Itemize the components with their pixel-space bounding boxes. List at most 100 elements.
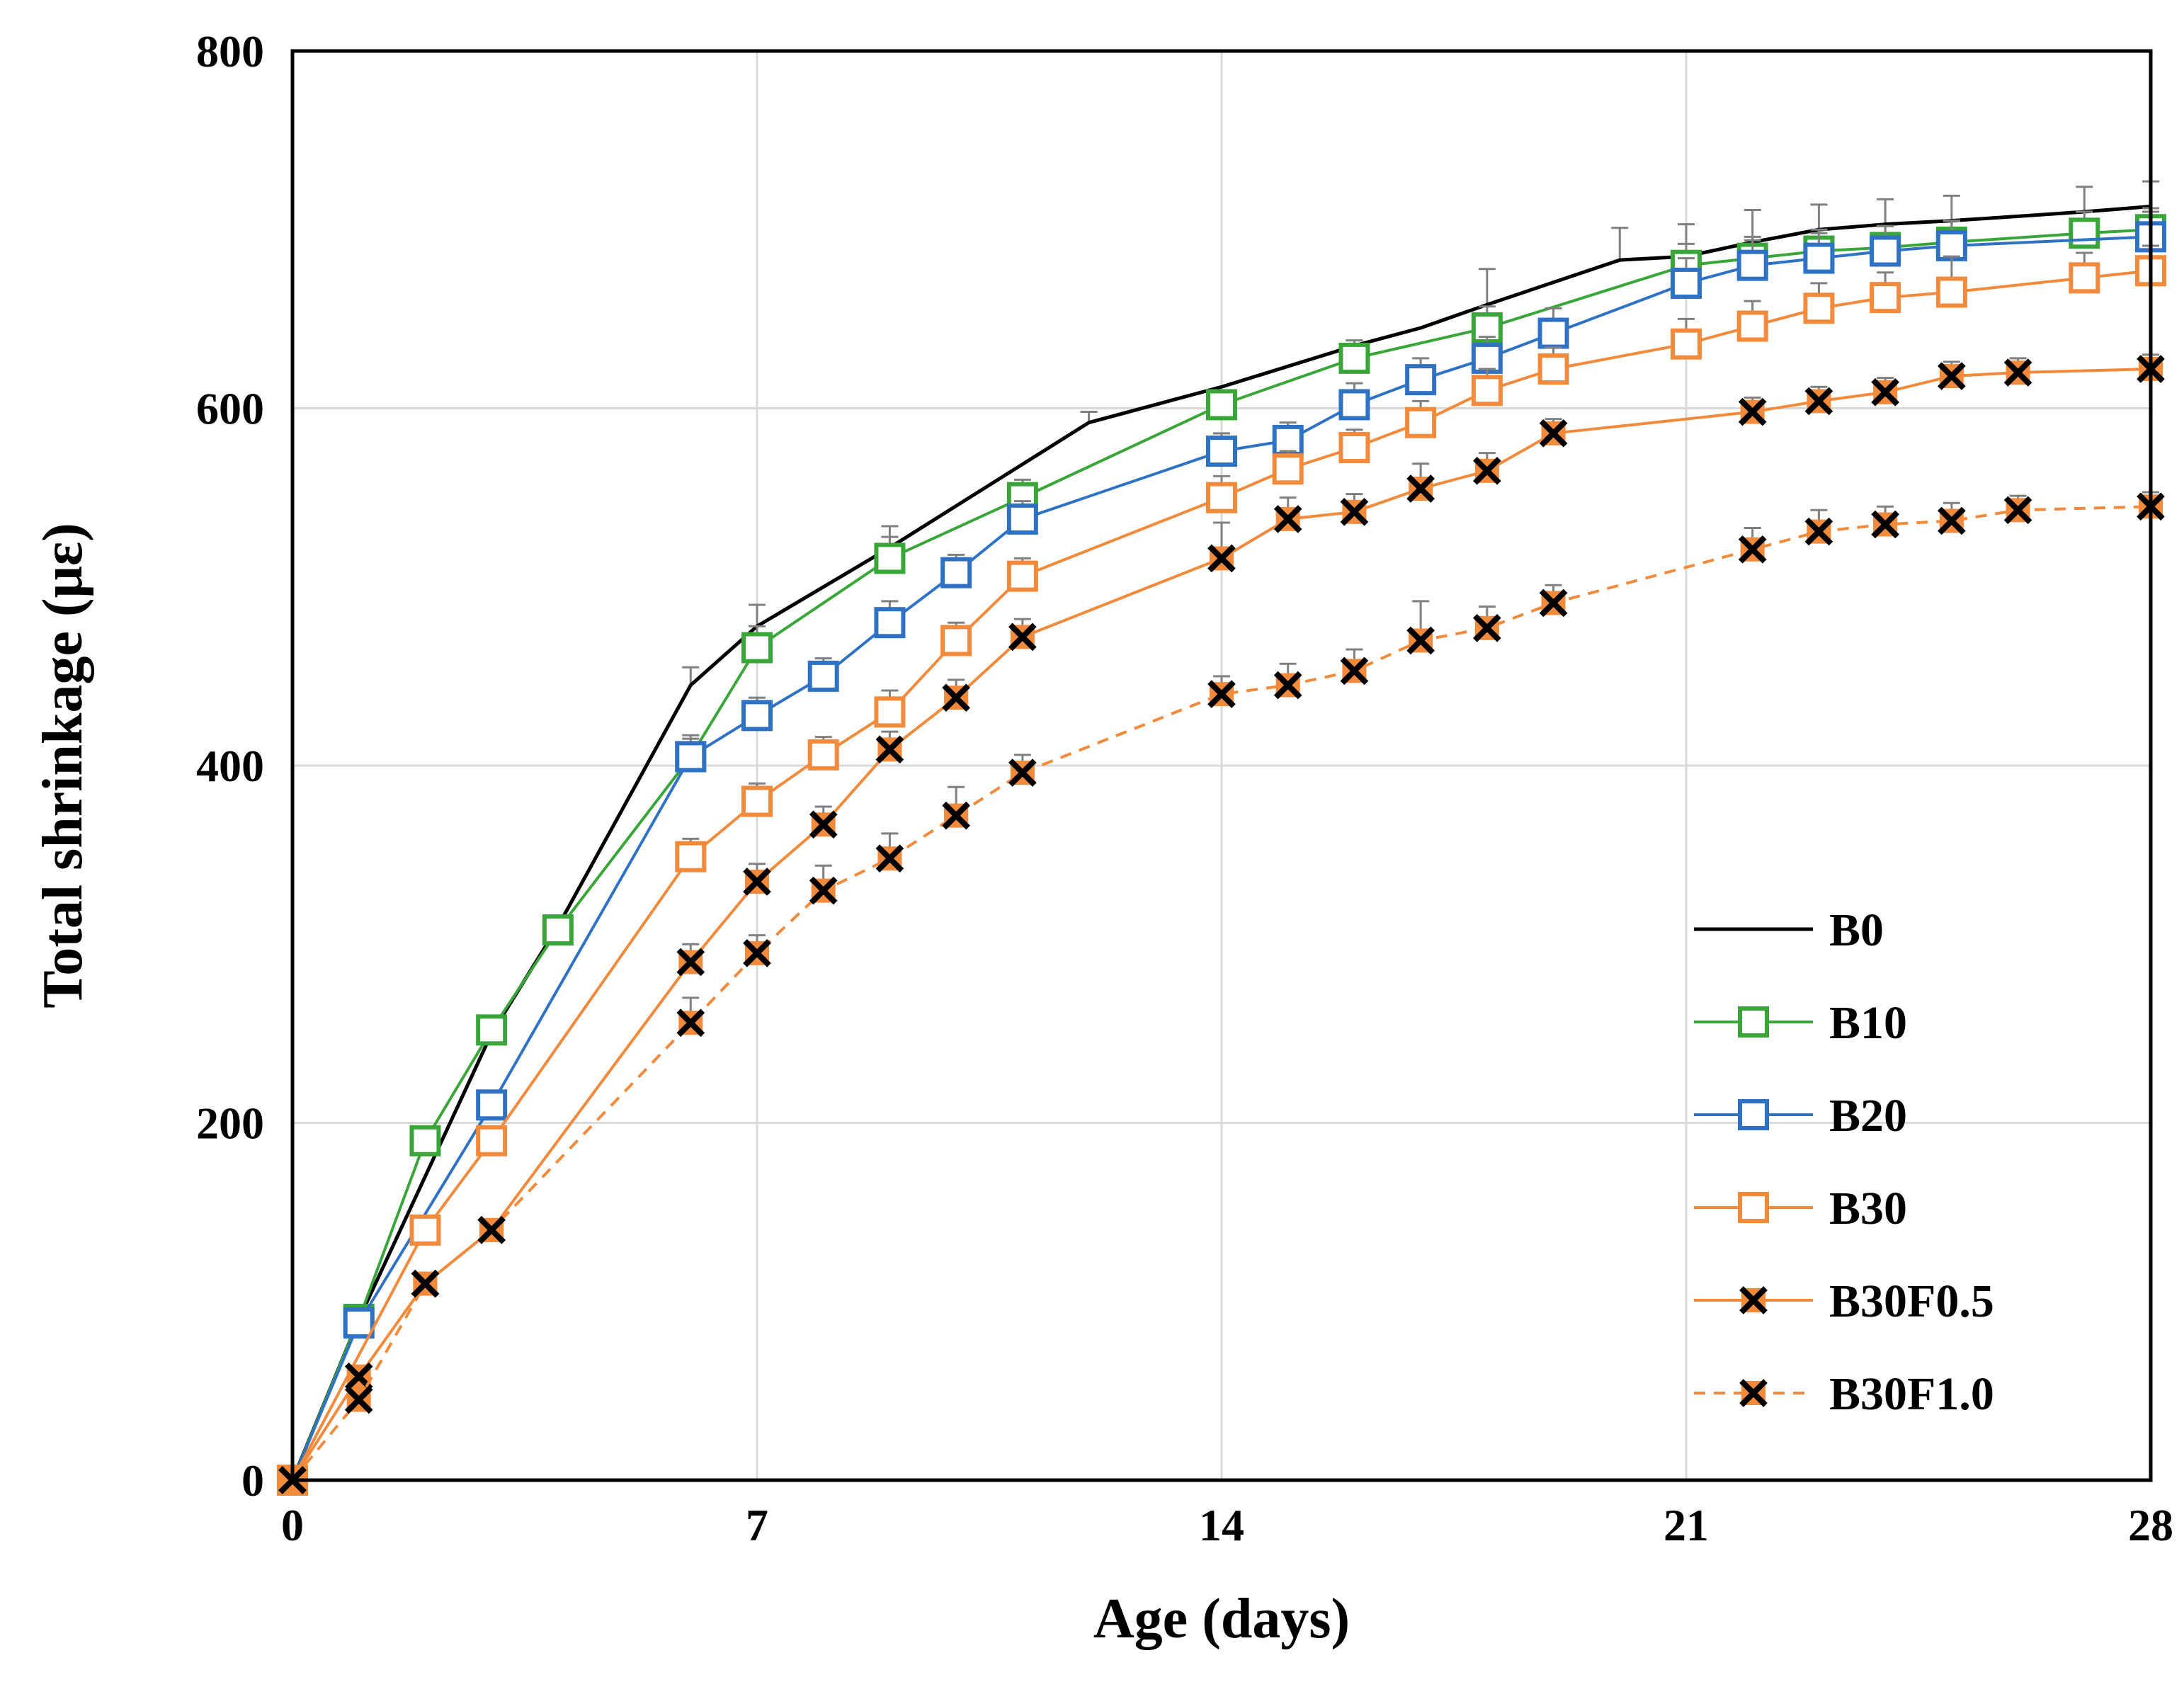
data-point	[1935, 276, 1967, 308]
series-line-b30f0-5	[291, 368, 2151, 1482]
data-point	[2003, 358, 2032, 387]
data-point	[1938, 362, 1966, 390]
series-b30	[277, 244, 2166, 1496]
data-point	[1870, 282, 1901, 314]
data-point	[1008, 623, 1037, 652]
data-point	[409, 1125, 441, 1157]
data-point	[807, 660, 839, 692]
data-point	[1008, 758, 1037, 787]
legend-marker	[1739, 1379, 1768, 1407]
data-point	[675, 741, 707, 773]
data-point	[1006, 560, 1038, 592]
data-point	[1207, 544, 1236, 573]
marker-cross-b	[1406, 475, 1435, 503]
data-point	[1804, 517, 1833, 546]
data-point	[1870, 235, 1901, 267]
legend-swatch-b10	[1694, 1006, 1813, 1038]
tick-labels: 0 7 14 21 28 0 200 400 600 800	[196, 26, 2173, 1550]
marker-cross-b	[1804, 517, 1833, 546]
legend-marker	[1738, 1099, 1769, 1130]
legend: B0 B10 B20 B30 B30F0.5 B30F1.0	[1694, 904, 1994, 1420]
legend-marker	[1738, 1192, 1769, 1223]
data-point	[476, 1125, 508, 1157]
marker-cross-b	[1340, 657, 1369, 686]
x-tick-label: 0	[281, 1500, 304, 1550]
data-point	[874, 542, 906, 574]
data-point	[940, 557, 972, 589]
marker-cross-b	[1473, 456, 1501, 485]
data-point	[1338, 389, 1370, 421]
legend-label-b30: B30	[1829, 1183, 1907, 1234]
data-point	[1338, 431, 1370, 463]
data-point	[344, 1385, 373, 1414]
legend-label-b0: B0	[1829, 904, 1884, 956]
data-point	[875, 735, 904, 764]
marker-cross-b	[1804, 387, 1833, 416]
x-tick-label: 28	[2128, 1500, 2173, 1550]
data-point	[1671, 328, 1702, 360]
legend-entry-b20: B20	[1694, 1090, 1907, 1142]
data-point	[1406, 626, 1435, 655]
data-point	[1473, 456, 1501, 485]
data-point	[343, 1307, 375, 1339]
data-point	[1738, 397, 1767, 426]
y-tick-label: 200	[196, 1098, 264, 1149]
data-point	[942, 683, 970, 712]
data-point	[1736, 249, 1768, 281]
x-tick-label: 21	[1663, 1500, 1709, 1550]
data-point	[1871, 510, 1899, 539]
marker-cross-b	[344, 1385, 373, 1414]
legend-label-b20: B20	[1829, 1090, 1907, 1142]
data-point	[675, 841, 707, 873]
marker-cross-b	[1207, 544, 1236, 573]
marker-cross-b	[411, 1269, 440, 1298]
data-point	[1405, 364, 1437, 396]
data-point	[1340, 497, 1369, 526]
marker-cross-b	[1008, 758, 1037, 787]
data-point	[2003, 496, 2032, 525]
data-point	[874, 607, 906, 639]
data-point	[476, 1089, 508, 1121]
legend-swatch-b30	[1694, 1192, 1813, 1223]
marker-cross-b	[2003, 358, 2032, 387]
data-point	[1471, 342, 1503, 374]
legend-label-b30f1-0: B30F1.0	[1829, 1368, 1994, 1420]
data-point	[807, 739, 839, 771]
data-point	[1935, 229, 1967, 261]
data-point	[542, 914, 574, 946]
data-point	[1206, 482, 1237, 513]
data-point	[1273, 505, 1302, 533]
x-tick-label: 14	[1199, 1500, 1244, 1550]
marker-cross-b	[1739, 1379, 1768, 1407]
series-b30f0-5	[278, 353, 2165, 1494]
legend-entry-b0: B0	[1694, 904, 1884, 956]
data-point	[409, 1214, 441, 1246]
marker-cross-b	[2003, 496, 2032, 525]
data-point	[411, 1269, 440, 1298]
y-tick-label: 600	[196, 384, 264, 434]
marker-cross-b	[942, 683, 970, 712]
data-point	[477, 1216, 506, 1244]
data-point	[875, 844, 904, 873]
data-point	[1406, 475, 1435, 503]
data-point	[743, 939, 771, 967]
data-point	[1405, 407, 1437, 438]
marker-cross-b	[809, 876, 838, 905]
data-point	[1207, 680, 1236, 708]
data-point	[741, 632, 773, 664]
marker-cross-b	[1738, 397, 1767, 426]
data-point	[1206, 389, 1237, 421]
data-point	[1340, 657, 1369, 686]
data-point	[1539, 419, 1568, 448]
marker-cross-b	[1273, 671, 1302, 700]
data-point	[1803, 242, 1835, 274]
y-axis-title: Total shrinkage (με)	[32, 523, 94, 1008]
series-line-b30f1-0	[291, 505, 2151, 1482]
data-point	[1471, 375, 1503, 407]
data-point	[874, 696, 906, 728]
data-point	[741, 700, 773, 732]
x-tick-label: 7	[746, 1500, 768, 1550]
data-point	[1273, 671, 1302, 700]
